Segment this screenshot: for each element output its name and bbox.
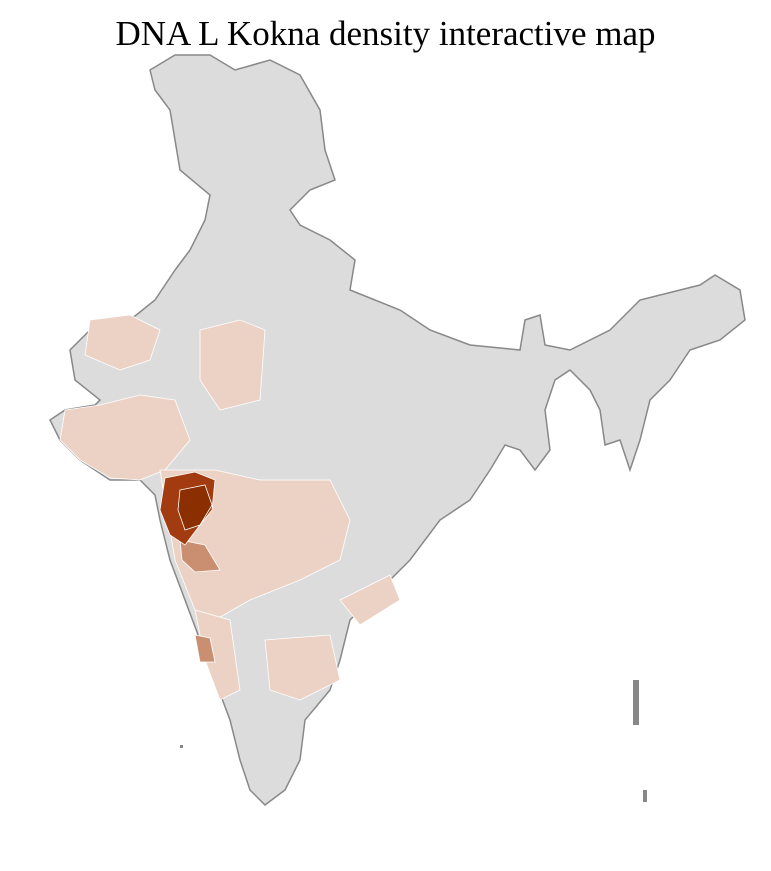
islands [180,680,647,802]
region-highest-maharashtra[interactable] [177,484,213,531]
nicobar-islands [643,790,647,802]
region-medium-south[interactable] [179,539,221,573]
region-rajasthan-west[interactable] [84,314,161,371]
region-medium-coast[interactable] [194,634,216,663]
lakshadweep-islands [180,745,183,748]
region-south-east[interactable] [264,634,341,701]
region-andhra[interactable] [339,574,401,626]
country-outline [49,54,746,806]
andaman-islands [633,680,639,725]
region-rajasthan-east[interactable] [199,319,266,411]
map-title: DNA L Kokna density interactive map [115,14,656,53]
